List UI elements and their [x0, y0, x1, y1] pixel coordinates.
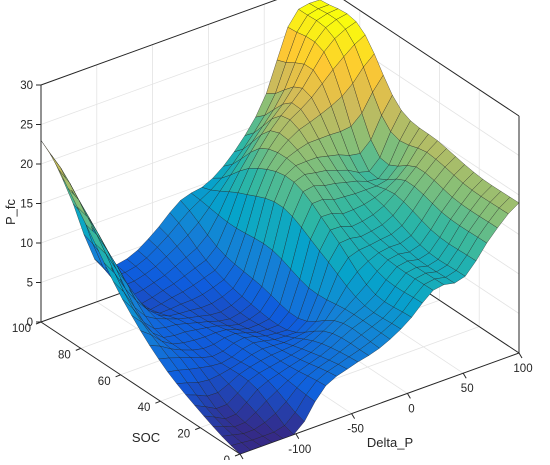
- y-tick-label: 20: [177, 429, 190, 441]
- y-tick-mark: [75, 347, 81, 351]
- y-tick-mark: [115, 374, 121, 378]
- box-top-back-edge: [40, 0, 278, 86]
- tick-layer: -150-100-5005010002040608010005101520253…: [12, 80, 533, 465]
- x-tick-mark: [295, 433, 300, 440]
- x-tick-mark: [406, 393, 411, 399]
- y-tick-label: 40: [138, 402, 151, 414]
- y-tick-label: 0: [224, 455, 230, 460]
- y-axis-label: SOC: [132, 430, 160, 445]
- surface-layer: [40, 0, 520, 455]
- x-tick-label: 0: [408, 403, 414, 415]
- y-tick-label: 100: [12, 323, 31, 335]
- x-tick-label: 50: [461, 383, 474, 395]
- z-tick-label: 15: [20, 199, 33, 211]
- box-top-side-edge: [343, 0, 520, 117]
- z-axis-label: P_fc: [3, 198, 18, 225]
- y-tick-mark: [195, 427, 201, 431]
- z-tick-label: 5: [27, 278, 33, 290]
- z-tick-label: 0: [27, 317, 33, 329]
- x-tick-mark: [351, 413, 356, 419]
- x-tick-mark: [239, 453, 244, 460]
- x-tick-mark: [518, 352, 523, 359]
- x-tick-label: -100: [288, 444, 311, 456]
- y-axis-line: [40, 321, 241, 455]
- surface-cell: [498, 196, 520, 215]
- x-tick-label: -50: [347, 424, 364, 436]
- y-tick-label: 80: [58, 349, 71, 361]
- z-tick-label: 10: [20, 238, 33, 250]
- y-tick-mark: [155, 400, 161, 404]
- x-tick-mark: [462, 372, 467, 379]
- x-tick-label: 100: [513, 363, 532, 375]
- x-axis-label: Delta_P: [367, 435, 413, 450]
- y-tick-label: 60: [98, 376, 111, 388]
- back-wall-grid-line: [40, 23, 321, 125]
- z-tick-label: 20: [20, 159, 33, 171]
- z-tick-label: 30: [20, 80, 33, 92]
- y-tick-mark: [234, 453, 241, 457]
- z-tick-label: 25: [20, 120, 33, 132]
